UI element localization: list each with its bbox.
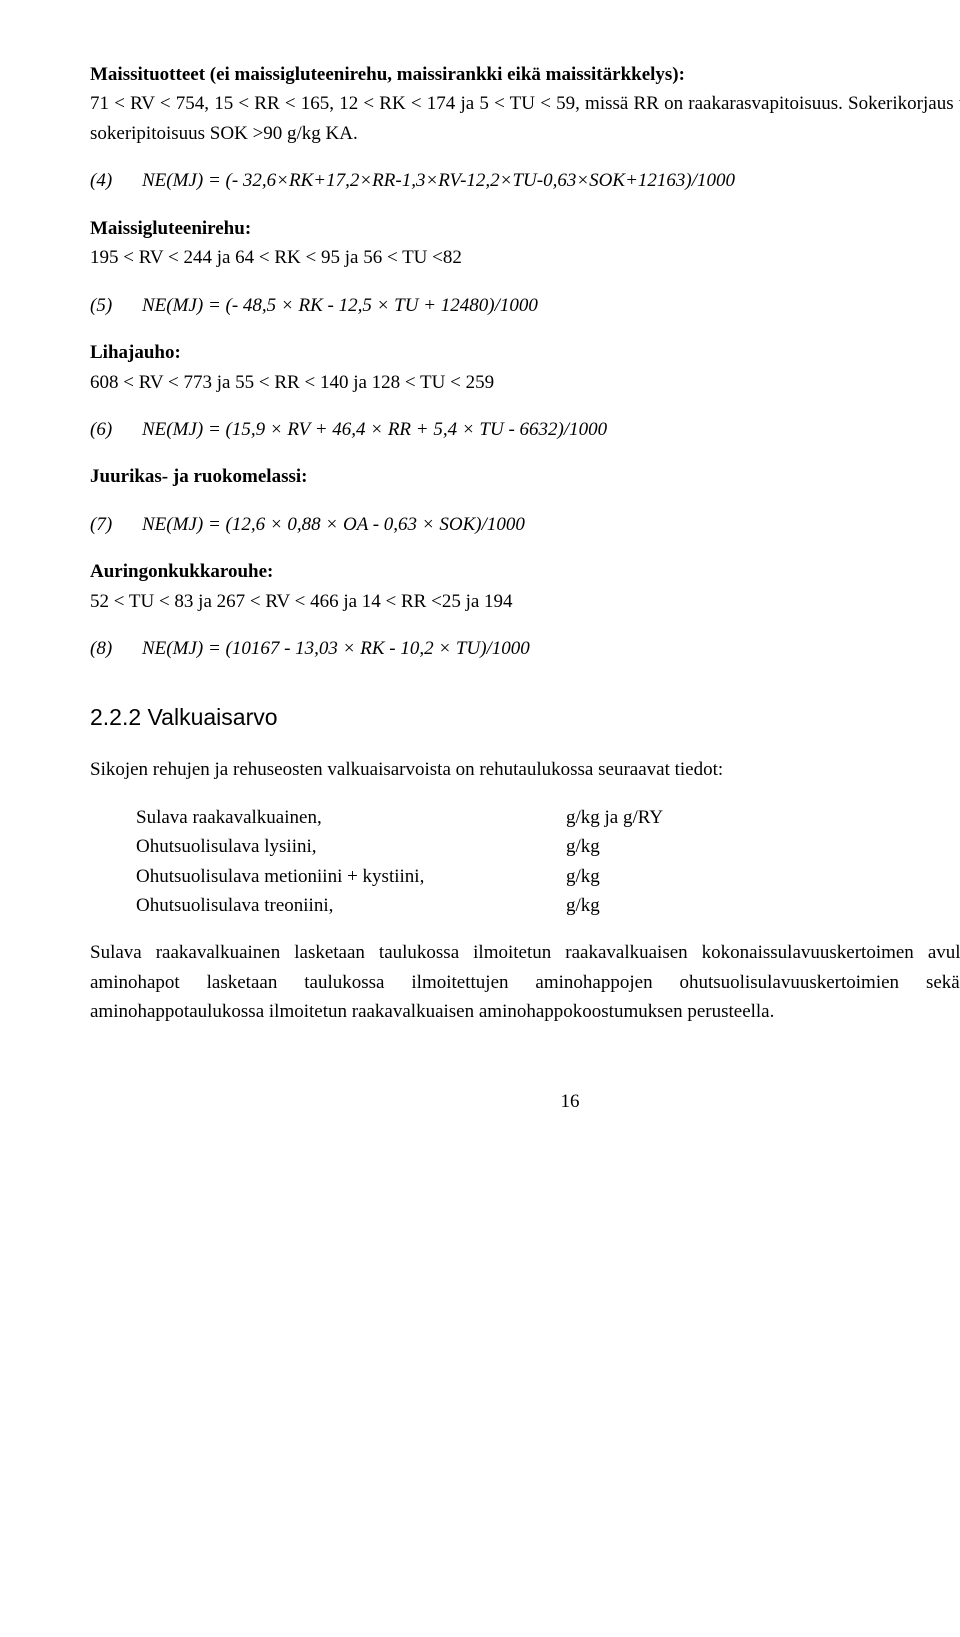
meat-block: Lihajauho: 608 < RV < 773 ja 55 < RR < 1…: [90, 338, 960, 397]
sunflower-block: Auringonkukkarouhe: 52 < TU < 83 ja 267 …: [90, 557, 960, 616]
sunflower-conditions: 52 < TU < 83 ja 267 < RV < 466 ja 14 < R…: [90, 591, 513, 612]
protein-row-0-val: g/kg ja g/RY: [566, 803, 960, 832]
protein-row-1-val: g/kg: [566, 832, 960, 861]
beet-heading: Juurikas- ja ruokomelassi:: [90, 466, 307, 487]
meat-conditions: 608 < RV < 773 ja 55 < RR < 140 ja 128 <…: [90, 372, 494, 393]
maize-block: Maissituotteet (ei maissigluteenirehu, m…: [90, 60, 960, 148]
equation-4-body: NE(MJ) = (- 32,6×RK+17,2×RR-1,3×RV-12,2×…: [142, 166, 960, 195]
meat-heading: Lihajauho:: [90, 342, 181, 363]
section-222-para: Sulava raakavalkuainen lasketaan tauluko…: [90, 938, 960, 1026]
equation-8-num: (8): [90, 634, 142, 663]
equation-8: (8) NE(MJ) = (10167 - 13,03 × RK - 10,2 …: [90, 634, 960, 663]
protein-row-2-val: g/kg: [566, 862, 960, 891]
equation-8-body: NE(MJ) = (10167 - 13,03 × RK - 10,2 × TU…: [142, 634, 960, 663]
equation-5-num: (5): [90, 291, 142, 320]
equation-7: (7) NE(MJ) = (12,6 × 0,88 × OA - 0,63 × …: [90, 510, 960, 539]
equation-6: (6) NE(MJ) = (15,9 × RV + 46,4 × RR + 5,…: [90, 415, 960, 444]
protein-row-1: Ohutsuolisulava lysiini, g/kg: [136, 832, 960, 861]
protein-row-3-label: Ohutsuolisulava treoniini,: [136, 891, 566, 920]
maize-conditions: 71 < RV < 754, 15 < RR < 165, 12 < RK < …: [90, 93, 960, 143]
equation-6-body: NE(MJ) = (15,9 × RV + 46,4 × RR + 5,4 × …: [142, 415, 960, 444]
protein-row-0-label: Sulava raakavalkuainen,: [136, 803, 566, 832]
equation-7-body: NE(MJ) = (12,6 × 0,88 × OA - 0,63 × SOK)…: [142, 510, 960, 539]
protein-row-2: Ohutsuolisulava metioniini + kystiini, g…: [136, 862, 960, 891]
equation-4-num: (4): [90, 166, 142, 195]
page-number: 16: [90, 1087, 960, 1116]
protein-list: Sulava raakavalkuainen, g/kg ja g/RY Ohu…: [90, 803, 960, 921]
equation-4: (4) NE(MJ) = (- 32,6×RK+17,2×RR-1,3×RV-1…: [90, 166, 960, 195]
equation-6-num: (6): [90, 415, 142, 444]
beet-block: Juurikas- ja ruokomelassi:: [90, 462, 960, 491]
section-222-title: 2.2.2 Valkuaisarvo: [90, 700, 960, 736]
equation-5: (5) NE(MJ) = (- 48,5 × RK - 12,5 × TU + …: [90, 291, 960, 320]
protein-row-1-label: Ohutsuolisulava lysiini,: [136, 832, 566, 861]
gluten-heading: Maissigluteenirehu:: [90, 218, 251, 239]
gluten-conditions: 195 < RV < 244 ja 64 < RK < 95 ja 56 < T…: [90, 247, 462, 268]
protein-row-2-label: Ohutsuolisulava metioniini + kystiini,: [136, 862, 566, 891]
section-222-intro: Sikojen rehujen ja rehuseosten valkuaisa…: [90, 755, 960, 784]
protein-row-3-val: g/kg: [566, 891, 960, 920]
equation-7-num: (7): [90, 510, 142, 539]
protein-row-0: Sulava raakavalkuainen, g/kg ja g/RY: [136, 803, 960, 832]
protein-row-3: Ohutsuolisulava treoniini, g/kg: [136, 891, 960, 920]
gluten-block: Maissigluteenirehu: 195 < RV < 244 ja 64…: [90, 214, 960, 273]
equation-5-body: NE(MJ) = (- 48,5 × RK - 12,5 × TU + 1248…: [142, 291, 960, 320]
maize-heading: Maissituotteet (ei maissigluteenirehu, m…: [90, 64, 685, 85]
sunflower-heading: Auringonkukkarouhe:: [90, 561, 273, 582]
